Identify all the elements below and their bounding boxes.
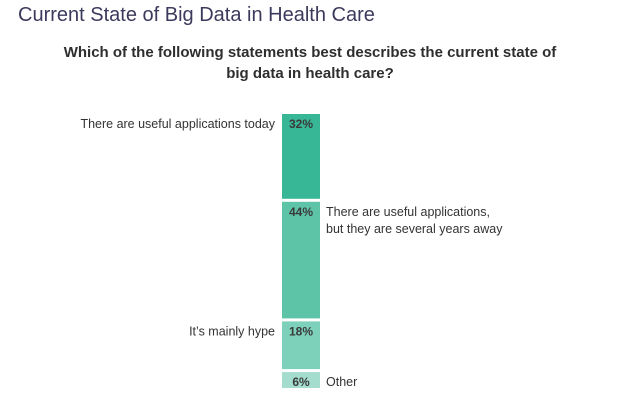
bar-segment-3 [282, 321, 320, 370]
bar-segment-2 [282, 201, 320, 319]
value-label-3: 18% [289, 324, 313, 338]
category-label-2-line-1: There are useful applications, [326, 205, 490, 219]
value-label-2: 44% [289, 205, 313, 219]
chart-title-line-2: big data in health care? [226, 65, 394, 82]
category-label-1: There are useful applications today [80, 117, 275, 131]
value-label-4: 6% [292, 375, 310, 389]
value-label-1: 32% [289, 117, 313, 131]
page-title: Current State of Big Data in Health Care [18, 4, 375, 26]
category-label-4: Other [326, 375, 357, 389]
bar-segment-1 [282, 114, 320, 199]
category-label-2-line-2: but they are several years away [326, 222, 503, 236]
chart-title-line-1: Which of the following statements best d… [63, 44, 557, 61]
chart-title: Which of the following statements best d… [40, 42, 580, 84]
category-label-3: It’s mainly hype [189, 324, 275, 338]
bar-segment-4 [282, 372, 320, 388]
